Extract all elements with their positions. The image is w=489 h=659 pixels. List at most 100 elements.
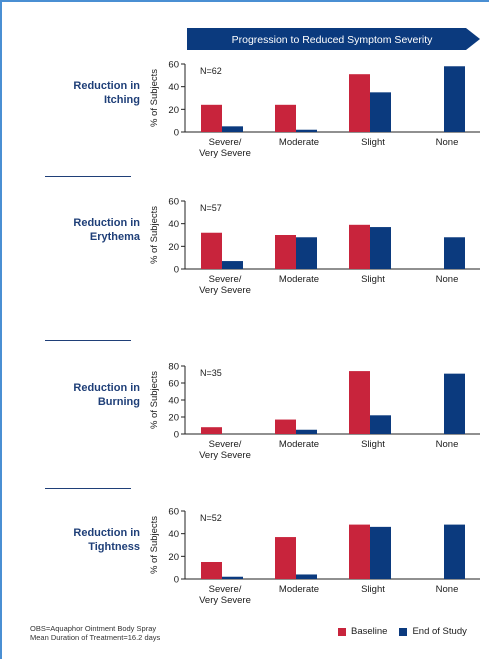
y-axis-label: % of Subjects [149,516,160,574]
bar-end-0 [222,126,243,132]
bar-end-1 [296,237,317,269]
bar-baseline-0 [201,232,222,269]
y-axis-label: % of Subjects [149,371,160,429]
category-label: None [436,584,459,595]
category-label: None [436,439,459,450]
legend-label: End of Study [412,626,467,637]
bar-end-1 [296,429,317,434]
category-label: Very Severe [199,285,251,296]
bar-baseline-2 [349,224,370,269]
panel-separator [45,176,131,177]
category-label: Very Severe [199,148,251,159]
y-tick-label: 20 [168,552,179,563]
category-label: Slight [361,137,385,148]
panel-label-line: Reduction in [73,382,140,394]
y-tick-label: 40 [168,82,179,93]
panel-label-line: Reduction in [73,217,140,229]
category-label: None [436,274,459,285]
category-label: Severe/ [209,584,242,595]
panel-label-line: Burning [97,396,140,408]
bar-baseline-2 [349,524,370,579]
footnote-line: OBS=Aquaphor Ointment Body Spray [30,624,157,633]
panel-separator [45,488,131,489]
y-tick-label: 0 [174,128,179,139]
bar-end-3 [444,66,465,132]
category-label: Slight [361,274,385,285]
n-label: N=52 [200,513,222,523]
footnote-line: Mean Duration of Treatment=16.2 days [30,633,161,642]
panel-label: Reduction in Itching [40,79,140,107]
legend-item-baseline: Baseline [338,626,387,637]
bar-end-1 [296,574,317,579]
bar-baseline-1 [275,419,296,434]
bar-baseline-0 [201,427,222,434]
bar-end-2 [370,92,391,132]
n-label: N=62 [200,66,222,76]
panel-separator [45,340,131,341]
severity-banner: Progression to Reduced Symptom Severity [187,28,480,50]
y-tick-label: 60 [168,60,179,71]
category-label: Very Severe [199,595,251,606]
y-tick-label: 0 [174,575,179,586]
panel-label: Reduction in Erythema [40,216,140,244]
y-tick-label: 0 [174,430,179,441]
legend-swatch-end [399,627,408,636]
category-label: Severe/ [209,439,242,450]
banner-arrow [187,28,480,50]
panel-label: Reduction in Burning [40,381,140,409]
y-tick-label: 60 [168,507,179,518]
y-tick-label: 20 [168,413,179,424]
y-tick-label: 60 [168,197,179,208]
y-tick-label: 40 [168,396,179,407]
bar-baseline-1 [275,104,296,132]
category-label: Moderate [279,584,319,595]
bar-chart-erythema: 0 20 40 60 % of Subjects N=57 Severe/Very Seve… [149,197,480,296]
n-label: N=57 [200,203,222,213]
legend-swatch-baseline [338,627,346,636]
bar-end-3 [444,524,465,579]
legend-label: Baseline [351,626,388,637]
footnote: OBS=Aquaphor Ointment Body Spray Mean Du… [30,624,160,642]
bar-baseline-1 [275,537,296,579]
panel-label-line: Reduction in [73,527,140,539]
y-tick-label: 40 [168,529,179,540]
y-tick-label: 80 [168,362,179,373]
category-label: Moderate [279,439,319,450]
bar-end-1 [296,129,317,132]
category-label: Slight [361,439,385,450]
y-tick-label: 60 [168,379,179,390]
bar-baseline-2 [349,371,370,434]
legend-item-end-of-study: End of Study [399,626,467,637]
category-label: Severe/ [209,274,242,285]
bar-baseline-0 [201,562,222,579]
panel-label-line: Itching [103,94,140,106]
top-border [0,0,489,2]
bar-baseline-0 [201,104,222,132]
y-tick-label: 40 [168,219,179,230]
category-label: Moderate [279,274,319,285]
bar-end-2 [370,415,391,434]
bar-end-3 [444,237,465,269]
left-border [0,0,2,659]
bar-end-2 [370,526,391,579]
bar-baseline-1 [275,235,296,269]
bar-baseline-2 [349,74,370,132]
panel-label: Reduction in Tightness [40,526,140,554]
banner-text: Progression to Reduced Symptom Severity [232,34,434,46]
y-axis-label: % of Subjects [149,206,160,264]
bar-end-0 [222,261,243,269]
bar-chart-itching: 0 20 40 60 % of Subjects N=62 Severe/Very Seve… [149,60,480,159]
n-label: N=35 [200,368,222,378]
panel-label-line: Reduction in [73,80,140,92]
legend: Baseline End of Study [338,626,479,637]
panel-label-line: Tightness [88,541,140,553]
bar-end-2 [370,227,391,269]
y-tick-label: 0 [174,265,179,276]
y-tick-label: 20 [168,105,179,116]
bar-end-0 [222,576,243,579]
y-tick-label: 20 [168,242,179,253]
category-label: Very Severe [199,450,251,461]
category-label: Moderate [279,137,319,148]
category-label: Slight [361,584,385,595]
